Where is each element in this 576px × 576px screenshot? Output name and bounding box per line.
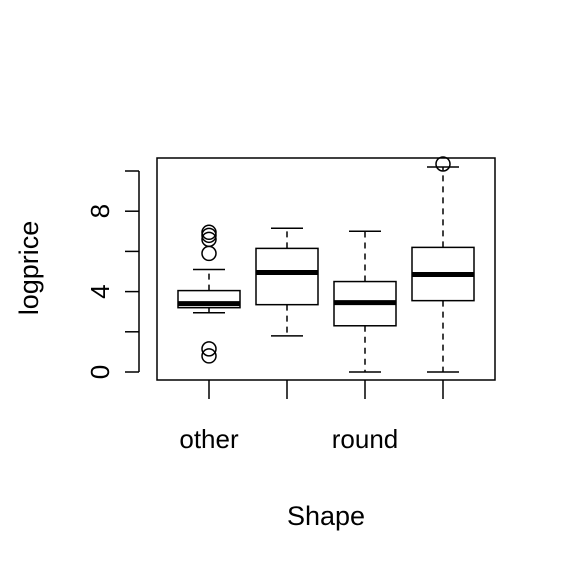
y-axis-label: logprice <box>14 221 44 316</box>
box-3 <box>333 230 397 373</box>
outlier-point <box>201 245 217 262</box>
outlier-point <box>435 156 451 172</box>
x-tick-label: other <box>179 424 239 454</box>
outlier-point <box>201 224 217 241</box>
outlier-point <box>201 341 217 357</box>
x-tick-label: round <box>332 424 399 454</box>
y-tick-label: 4 <box>85 284 115 298</box>
y-axis: 0 4 8 <box>85 170 140 379</box>
outlier-point <box>201 231 217 248</box>
y-tick-label: 8 <box>85 204 115 218</box>
plot-frame <box>156 157 496 381</box>
boxes-layer <box>177 156 475 373</box>
x-axis-label: Shape <box>287 501 365 531</box>
y-tick-label: 0 <box>85 365 115 379</box>
x-axis: other round <box>179 380 444 454</box>
box-1 <box>177 224 241 364</box>
outlier-point <box>201 348 217 364</box>
iqr-box <box>255 247 319 306</box>
box-4 <box>411 156 475 373</box>
box-2 <box>255 227 319 337</box>
